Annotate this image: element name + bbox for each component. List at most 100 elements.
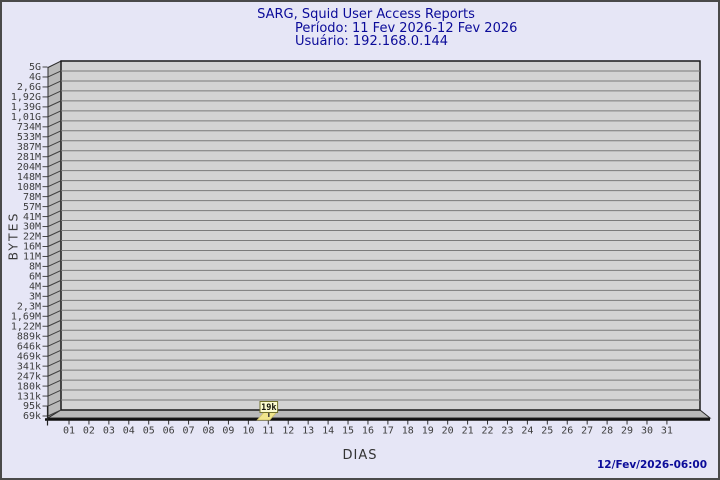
wall-line <box>47 210 62 218</box>
x-tick-label: 26 <box>561 426 573 437</box>
x-axis-title: DIAS <box>342 448 378 463</box>
x-tick-label: 31 <box>661 426 673 437</box>
y-tick-label: 78M <box>23 192 41 203</box>
y-tick-label: 204M <box>17 162 41 173</box>
y-tick-label: 95k <box>23 401 41 412</box>
y-tick-label: 148M <box>17 172 41 183</box>
x-tick-label: 02 <box>83 426 95 437</box>
chart-title: SARG, Squid User Access Reports <box>257 7 475 22</box>
x-tick-label: 05 <box>143 426 155 437</box>
wall-line <box>47 100 62 108</box>
wall-line <box>47 110 62 118</box>
x-tick-label: 13 <box>302 426 314 437</box>
x-tick-label: 12 <box>282 426 294 437</box>
chart-subtitle-period: Período: 11 Fev 2026-12 Fev 2026 <box>295 21 518 36</box>
y-tick-label: 387M <box>17 142 41 153</box>
wall-line <box>47 160 62 168</box>
y-tick-label: 2,6G <box>17 82 41 93</box>
plot-slab <box>46 60 712 419</box>
floor <box>46 409 712 419</box>
x-tick-label: 22 <box>482 426 494 437</box>
left-wall <box>47 60 62 419</box>
axes: 5G4G2,6G1,92G1,39G1,01G734M533M387M281M2… <box>11 62 710 437</box>
y-tick-label: 3M <box>29 292 41 303</box>
x-tick-label: 03 <box>103 426 115 437</box>
y-tick-label: 5G <box>29 62 41 73</box>
x-tick-label: 09 <box>222 426 234 437</box>
callout-value: 19k <box>261 403 276 413</box>
wall-line <box>47 140 62 148</box>
wall-line <box>47 339 62 347</box>
y-tick-label: 180k <box>17 381 41 392</box>
x-tick-label: 16 <box>362 426 374 437</box>
x-tick-label: 27 <box>581 426 593 437</box>
wall-line <box>47 329 62 337</box>
x-tick-label: 19 <box>422 426 434 437</box>
x-tick-label: 28 <box>601 426 613 437</box>
wall-line <box>47 279 62 287</box>
wall-line <box>47 309 62 317</box>
wall-line <box>47 319 62 327</box>
x-tick-label: 10 <box>242 426 254 437</box>
wall-line <box>47 389 62 397</box>
x-tick-label: 29 <box>621 426 633 437</box>
y-tick-label: 69k <box>23 411 41 422</box>
y-tick-label: 131k <box>17 391 41 402</box>
x-tick-label: 11 <box>262 426 274 437</box>
x-tick-label: 07 <box>183 426 195 437</box>
y-tick-label: 1,01G <box>11 112 41 123</box>
y-axis-title: BYTES <box>5 211 21 261</box>
y-tick-label: 6M <box>29 272 41 283</box>
y-tick-label: 30M <box>23 222 41 233</box>
wall-line <box>47 220 62 227</box>
y-tick-label: 533M <box>17 132 41 143</box>
wall-line <box>47 349 62 357</box>
y-tick-label: 469k <box>17 351 41 362</box>
gridlines <box>47 70 700 417</box>
y-tick-label: 11M <box>23 252 41 263</box>
wall-line <box>47 399 62 407</box>
y-tick-label: 41M <box>23 212 41 223</box>
plot-area <box>60 60 701 411</box>
wall-line <box>47 130 62 138</box>
wall-line <box>47 369 62 377</box>
bar-value-callout: 19k <box>259 401 279 417</box>
callout-box <box>259 401 279 413</box>
wall-line <box>47 80 62 88</box>
x-tick-label: 15 <box>342 426 354 437</box>
y-tick-label: 4G <box>29 72 41 83</box>
y-tick-label: 281M <box>17 152 41 163</box>
wall-line <box>47 120 62 128</box>
x-tick-label: 18 <box>402 426 414 437</box>
x-tick-label: 06 <box>163 426 175 437</box>
y-tick-label: 341k <box>17 361 41 372</box>
x-tick-label: 01 <box>63 426 75 437</box>
y-tick-label: 646k <box>17 341 41 352</box>
wall-line <box>47 299 62 307</box>
x-tick-label: 04 <box>123 426 135 437</box>
y-tick-label: 1,22M <box>11 321 41 332</box>
wall-line <box>47 359 62 367</box>
x-tick-label: 23 <box>501 426 513 437</box>
wall-line <box>47 250 62 257</box>
x-tick-label: 17 <box>382 426 394 437</box>
x-tick-label: 14 <box>322 426 334 437</box>
y-tick-label: 4M <box>29 282 41 293</box>
wall-line <box>47 90 62 98</box>
x-tick-label: 25 <box>541 426 553 437</box>
wall-line <box>47 70 62 78</box>
wall-line <box>47 269 62 277</box>
x-tick-label: 21 <box>462 426 474 437</box>
wall-line <box>47 409 62 417</box>
y-tick-label: 8M <box>29 262 41 273</box>
y-tick-label: 2,3M <box>17 302 41 313</box>
y-tick-label: 16M <box>23 242 41 253</box>
x-tick-label: 20 <box>442 426 454 437</box>
wall-line <box>47 259 62 267</box>
wall-line <box>47 240 62 247</box>
x-tick-label: 08 <box>202 426 214 437</box>
wall-line <box>47 170 62 178</box>
wall-line <box>47 190 62 198</box>
